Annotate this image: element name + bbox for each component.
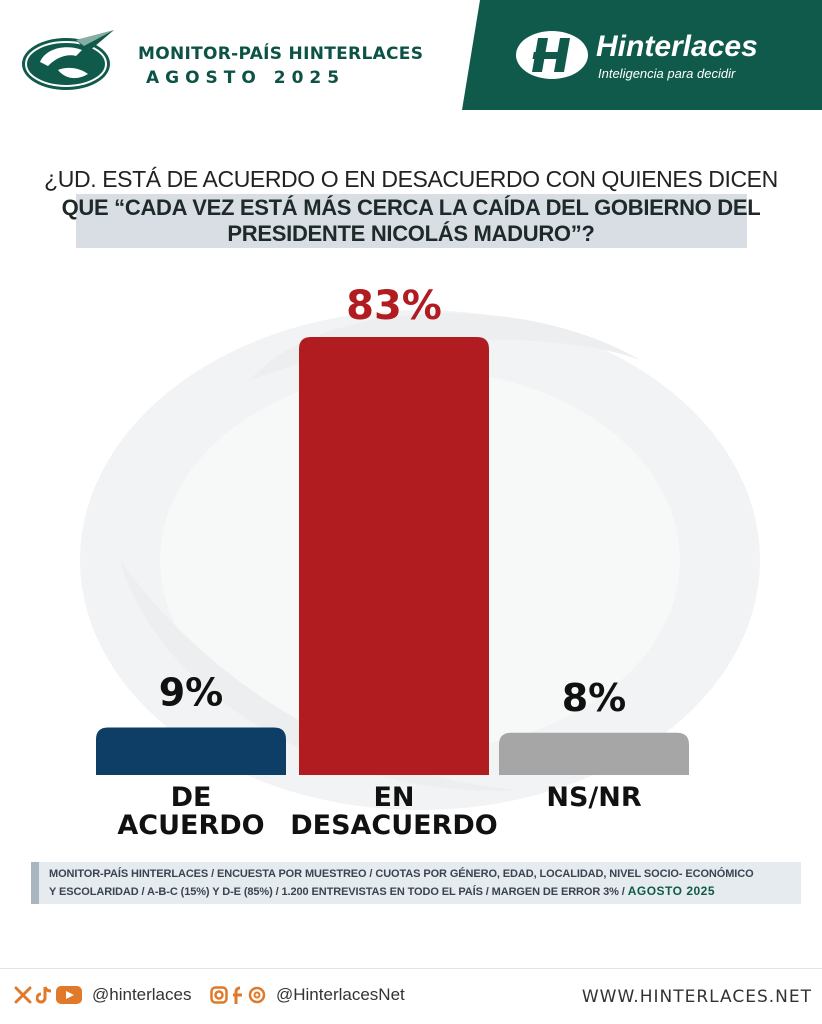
instagram-icon[interactable] bbox=[210, 986, 228, 1004]
methodology-line-1: MONITOR-PAÍS HINTERLACES / ENCUESTA POR … bbox=[49, 868, 754, 880]
value-label: 8% bbox=[562, 676, 627, 720]
tiktok-icon[interactable] bbox=[36, 986, 52, 1004]
question-line-2: QUE “CADA VEZ ESTÁ MÁS CERCA LA CAÍDA DE… bbox=[61, 195, 761, 220]
category-label: EN bbox=[373, 782, 414, 813]
globe-logo-icon bbox=[22, 30, 114, 90]
category-label: DE bbox=[171, 782, 212, 813]
handle-hinterlaces[interactable]: @hinterlaces bbox=[92, 985, 192, 1004]
bar-de-acuerdo bbox=[96, 727, 286, 775]
bar-en-desacuerdo bbox=[299, 337, 489, 775]
footer: @hinterlaces @HinterlacesNet WWW.HINTERL… bbox=[0, 968, 822, 1024]
survey-question: ¿UD. ESTÁ DE ACUERDO O EN DESACUERDO CON… bbox=[0, 164, 822, 248]
category-label: DESACUERDO bbox=[290, 810, 498, 841]
website-link[interactable]: WWW.HINTERLACES.NET bbox=[581, 987, 812, 1007]
methodology-line-2: Y ESCOLARIDAD / A-B-C (15%) Y D-E (85%) … bbox=[49, 886, 628, 898]
category-label: NS/NR bbox=[546, 782, 642, 813]
social-left: @hinterlaces bbox=[14, 985, 191, 1005]
value-label: 9% bbox=[159, 671, 224, 715]
value-label: 83% bbox=[346, 283, 442, 329]
monitor-brand: MONITOR-PAÍS HINTERLACES AGOSTO 2025 bbox=[18, 26, 438, 96]
brand-title: MONITOR-PAÍS HINTERLACES bbox=[138, 44, 424, 64]
threads-icon[interactable] bbox=[248, 986, 266, 1004]
question-line-1: ¿UD. ESTÁ DE ACUERDO O EN DESACUERDO CON… bbox=[44, 166, 778, 192]
x-icon[interactable] bbox=[14, 986, 32, 1004]
company-tagline: Inteligencia para decidir bbox=[598, 66, 736, 81]
company-banner: Hinterlaces Inteligencia para decidir bbox=[462, 0, 822, 110]
methodology-date: AGOSTO 2025 bbox=[627, 884, 716, 898]
question-highlight bbox=[76, 194, 747, 248]
hinterlaces-logo-icon bbox=[516, 31, 588, 79]
question-line-3: PRESIDENTE NICOLÁS MADURO”? bbox=[227, 221, 595, 246]
company-name: Hinterlaces bbox=[596, 30, 758, 63]
facebook-icon[interactable] bbox=[232, 986, 244, 1004]
footer-divider bbox=[0, 968, 822, 969]
methodology-note: MONITOR-PAÍS HINTERLACES / ENCUESTA POR … bbox=[31, 862, 801, 904]
social-right: @HinterlacesNet bbox=[210, 985, 405, 1005]
youtube-icon[interactable] bbox=[56, 986, 82, 1004]
handle-hinterlacesnet[interactable]: @HinterlacesNet bbox=[276, 985, 405, 1004]
category-label: ACUERDO bbox=[117, 810, 264, 841]
brand-date: AGOSTO 2025 bbox=[146, 68, 346, 88]
bar-ns-nr bbox=[499, 732, 689, 775]
